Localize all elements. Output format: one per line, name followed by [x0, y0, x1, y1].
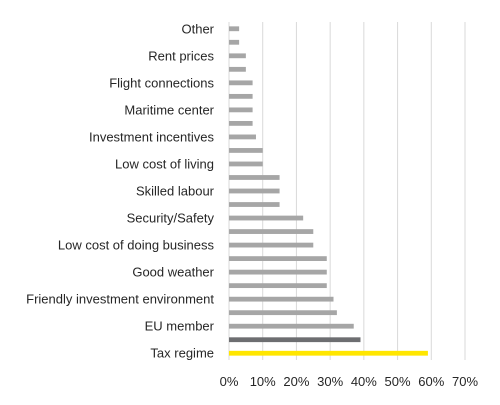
bar-11: [229, 202, 280, 207]
gridlines: [228, 22, 466, 360]
x-tick-label-7: 70%: [452, 374, 478, 389]
bar-12: [229, 188, 280, 194]
category-label-12: Skilled labour: [136, 184, 215, 199]
bar-9: [229, 229, 314, 234]
category-label-16: Investment incentives: [89, 129, 215, 144]
category-label-4: Friendly investment environment: [26, 292, 214, 307]
category-label-2: EU member: [145, 319, 215, 334]
bar-6: [229, 269, 327, 275]
bar-7: [229, 256, 327, 261]
x-tick-label-4: 40%: [351, 374, 377, 389]
bar-23: [229, 39, 240, 45]
bar-4: [229, 296, 334, 302]
bars: [229, 26, 428, 356]
bar-8: [229, 242, 314, 248]
bar-20: [229, 80, 253, 86]
x-tick-label-1: 10%: [250, 374, 276, 389]
category-label-10: Security/Safety: [127, 211, 215, 226]
x-tick-label-5: 50%: [385, 374, 411, 389]
x-tick-label-3: 30%: [317, 374, 343, 389]
category-label-14: Low cost of living: [115, 156, 214, 171]
bar-13: [229, 175, 280, 180]
category-labels: Tax regime EU member Friendly investment e…: [26, 21, 215, 360]
bar-15: [229, 148, 263, 153]
x-tick-label-0: 0%: [220, 374, 239, 389]
bar-14: [229, 161, 263, 167]
bar-24: [229, 26, 240, 32]
category-label-0: Tax regime: [150, 346, 214, 361]
category-label-18: Maritime center: [124, 102, 214, 117]
bar-2: [229, 323, 354, 329]
bar-10: [229, 215, 304, 221]
category-label-24: Other: [181, 21, 214, 36]
category-label-22: Rent prices: [148, 48, 214, 63]
x-axis-tick-labels: 0% 10% 20% 30% 40% 50% 60% 70%: [220, 374, 479, 389]
bar-18: [229, 107, 253, 113]
x-tick-label-2: 20%: [283, 374, 309, 389]
bar-0: [229, 350, 428, 356]
category-label-8: Low cost of doing business: [58, 238, 215, 253]
bar-1: [229, 337, 361, 343]
bar-22: [229, 53, 246, 59]
category-label-6: Good weather: [132, 265, 214, 280]
bar-5: [229, 283, 327, 289]
bar-19: [229, 93, 253, 99]
bar-17: [229, 121, 253, 126]
x-tick-label-6: 60%: [418, 374, 444, 389]
bar-21: [229, 66, 246, 72]
bar-16: [229, 134, 256, 140]
category-label-20: Flight connections: [109, 75, 214, 90]
bar-3: [229, 310, 337, 316]
